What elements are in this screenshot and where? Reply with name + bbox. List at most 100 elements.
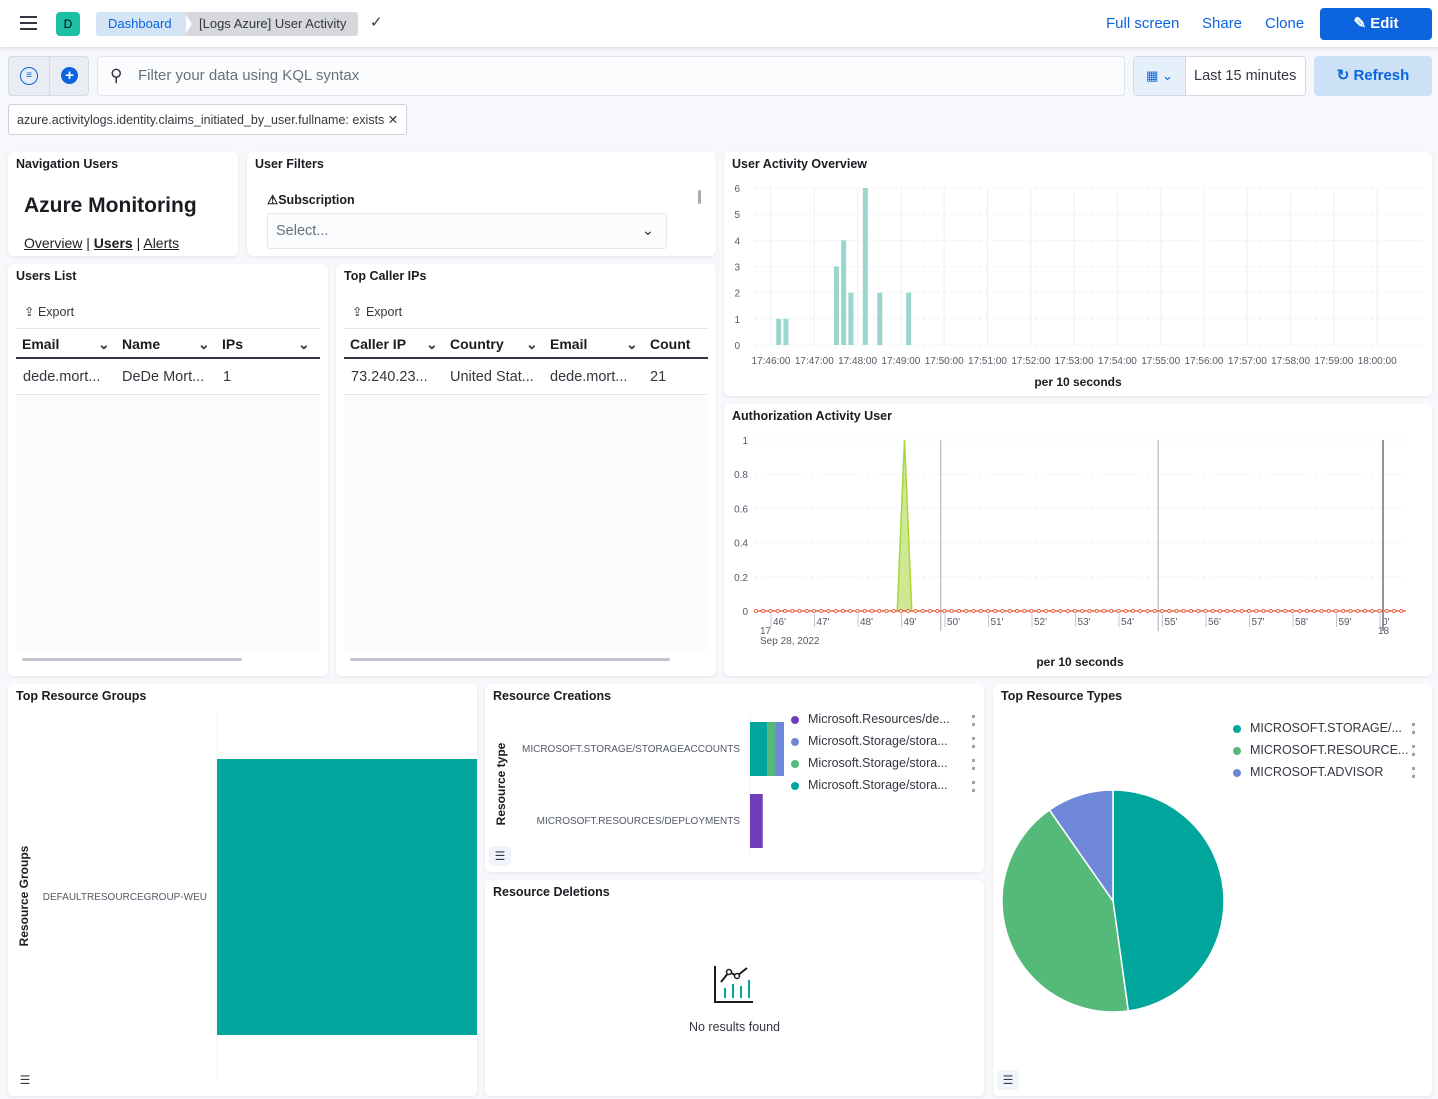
legend-actions-icon[interactable] xyxy=(1412,767,1415,778)
chevron-down-icon[interactable]: ⌄ xyxy=(626,336,638,352)
column-ips[interactable]: IPs xyxy=(222,336,244,352)
data-point xyxy=(1355,608,1360,614)
pie-slice xyxy=(1001,808,1130,1013)
data-point xyxy=(1022,608,1027,614)
legend-item[interactable]: Microsoft.Storage/stora... xyxy=(791,734,948,748)
edit-label: Edit xyxy=(1370,15,1399,32)
cell-name[interactable]: DeDe Mort... xyxy=(122,369,205,385)
legend-item[interactable]: Microsoft.Resources/de... xyxy=(791,712,950,726)
legend-actions-icon[interactable] xyxy=(972,781,975,792)
bar xyxy=(841,240,847,345)
subscription-select[interactable]: Select... ⌄ xyxy=(267,213,667,249)
x-tick-label: 46' xyxy=(773,617,786,628)
clone-button[interactable]: Clone xyxy=(1265,15,1305,32)
chevron-down-icon: ⌄ xyxy=(641,223,654,239)
scrollbar[interactable] xyxy=(698,190,701,204)
add-filter-icon[interactable]: + xyxy=(61,67,78,84)
cell-email[interactable]: dede.mort... xyxy=(550,369,628,385)
cell-ips[interactable]: 1 xyxy=(223,369,232,385)
panel-resource-deletions: Resource Deletions No results found xyxy=(485,880,984,1096)
x-tick-label: 17:46:00 xyxy=(752,356,791,367)
legend-item[interactable]: Microsoft.Storage/stora... xyxy=(791,778,948,792)
data-point xyxy=(1304,608,1310,614)
link-users[interactable]: Users xyxy=(93,235,133,251)
column-caller-ip[interactable]: Caller IP xyxy=(350,336,407,352)
cell-email[interactable]: dede.mort... xyxy=(23,369,101,385)
legend-toggle-icon[interactable]: ☰ xyxy=(489,846,511,866)
legend-actions-icon[interactable] xyxy=(1412,723,1415,734)
table-row: dede.mort... DeDe Mort... 1 xyxy=(16,361,320,395)
legend-item[interactable]: MICROSOFT.ADVISOR xyxy=(1233,765,1383,779)
column-email[interactable]: Email xyxy=(550,336,588,352)
legend-actions-icon[interactable] xyxy=(1412,745,1415,756)
cell-caller-ip[interactable]: 73.240.23... xyxy=(351,369,428,385)
data-point xyxy=(1043,608,1049,614)
query-buttons: ≡ + xyxy=(8,56,89,96)
date-picker[interactable]: ▦ ⌄ Last 15 minutes xyxy=(1133,56,1306,96)
pie-slice xyxy=(1048,789,1114,904)
cell-count[interactable]: 21 xyxy=(650,369,667,385)
data-point xyxy=(1225,608,1230,614)
breadcrumb-dashboard[interactable]: Dashboard xyxy=(96,12,186,36)
chevron-down-icon[interactable]: ⌄ xyxy=(98,336,110,352)
calendar-icon[interactable]: ▦ ⌄ xyxy=(1134,57,1186,95)
kql-search-input[interactable]: ⚲ Filter your data using KQL syntax xyxy=(97,56,1125,96)
horizontal-scrollbar[interactable] xyxy=(350,658,670,661)
pencil-icon: ✎ xyxy=(1353,15,1371,32)
column-email[interactable]: Email xyxy=(22,336,60,352)
export-icon: ⇪ xyxy=(352,305,366,319)
legend-item[interactable]: MICROSOFT.RESOURCE... xyxy=(1233,743,1408,757)
legend-toggle-icon[interactable]: ☰ xyxy=(997,1070,1019,1090)
table-header: Email ⌄ Name ⌄ IPs ⌄ xyxy=(16,328,320,359)
separator: | xyxy=(136,235,141,251)
link-overview[interactable]: Overview xyxy=(24,235,83,251)
data-point xyxy=(833,608,838,614)
data-point xyxy=(840,608,846,614)
panel-top-caller-ips: Top Caller IPs ⇪ Export Caller IP ⌄ Coun… xyxy=(336,264,716,676)
legend-label: Microsoft.Storage/stora... xyxy=(808,756,948,770)
chevron-down-icon[interactable]: ⌄ xyxy=(198,336,210,352)
column-country[interactable]: Country xyxy=(450,336,504,352)
chevron-down-icon[interactable]: ⌄ xyxy=(298,336,310,352)
column-count[interactable]: Count xyxy=(650,336,691,352)
data-point xyxy=(1326,608,1331,614)
export-button[interactable]: ⇪ Export xyxy=(24,304,74,319)
chevron-down-icon[interactable]: ⌄ xyxy=(426,336,438,352)
space-avatar[interactable]: D xyxy=(56,12,80,36)
filter-pill[interactable]: azure.activitylogs.identity.claims_initi… xyxy=(8,104,408,135)
chevron-down-icon[interactable]: ⌄ xyxy=(526,336,538,352)
data-point xyxy=(862,608,867,614)
y-tick-label: 5 xyxy=(734,210,740,221)
x-tick-label: 17:47:00 xyxy=(795,356,834,367)
legend-actions-icon[interactable] xyxy=(972,715,975,726)
divider xyxy=(49,57,50,95)
full-screen-button[interactable]: Full screen xyxy=(1106,15,1180,32)
link-alerts[interactable]: Alerts xyxy=(143,235,180,251)
no-results-text: No results found xyxy=(688,1020,781,1034)
saved-query-icon[interactable]: ≡ xyxy=(20,67,38,85)
legend-item[interactable]: Microsoft.Storage/stora... xyxy=(791,756,948,770)
legend-actions-icon[interactable] xyxy=(972,759,975,770)
data-point xyxy=(1384,608,1389,614)
menu-icon[interactable] xyxy=(20,16,37,30)
legend-label: Microsoft.Storage/stora... xyxy=(808,778,948,792)
export-button[interactable]: ⇪ Export xyxy=(352,304,402,319)
column-name[interactable]: Name xyxy=(122,336,161,352)
resource-creations-chart: Resource type MICROSOFT.STORAGE/STORAGEAC… xyxy=(494,714,784,856)
legend-item[interactable]: MICROSOFT.STORAGE/... xyxy=(1233,721,1402,735)
legend-toggle-icon[interactable]: ☰ xyxy=(19,1073,31,1087)
legend-label: Microsoft.Storage/stora... xyxy=(808,734,948,748)
panel-title: User Filters xyxy=(255,157,324,171)
edit-button[interactable]: ✎ Edit xyxy=(1320,8,1432,40)
share-button[interactable]: Share xyxy=(1202,15,1243,32)
close-icon[interactable]: ✕ xyxy=(387,113,399,127)
horizontal-scrollbar[interactable] xyxy=(22,658,242,661)
refresh-button[interactable]: ↻ Refresh xyxy=(1314,56,1432,96)
control-label: Subscription xyxy=(278,193,355,207)
time-range[interactable]: Last 15 minutes xyxy=(1194,68,1297,84)
legend-actions-icon[interactable] xyxy=(972,737,975,748)
panel-users-list: Users List ⇪ Export Email ⌄ Name ⌄ IPs ⌄… xyxy=(8,264,328,676)
cell-country[interactable]: United Stat... xyxy=(450,369,534,385)
check-icon[interactable]: ✓ xyxy=(370,14,383,31)
bar xyxy=(906,292,912,345)
